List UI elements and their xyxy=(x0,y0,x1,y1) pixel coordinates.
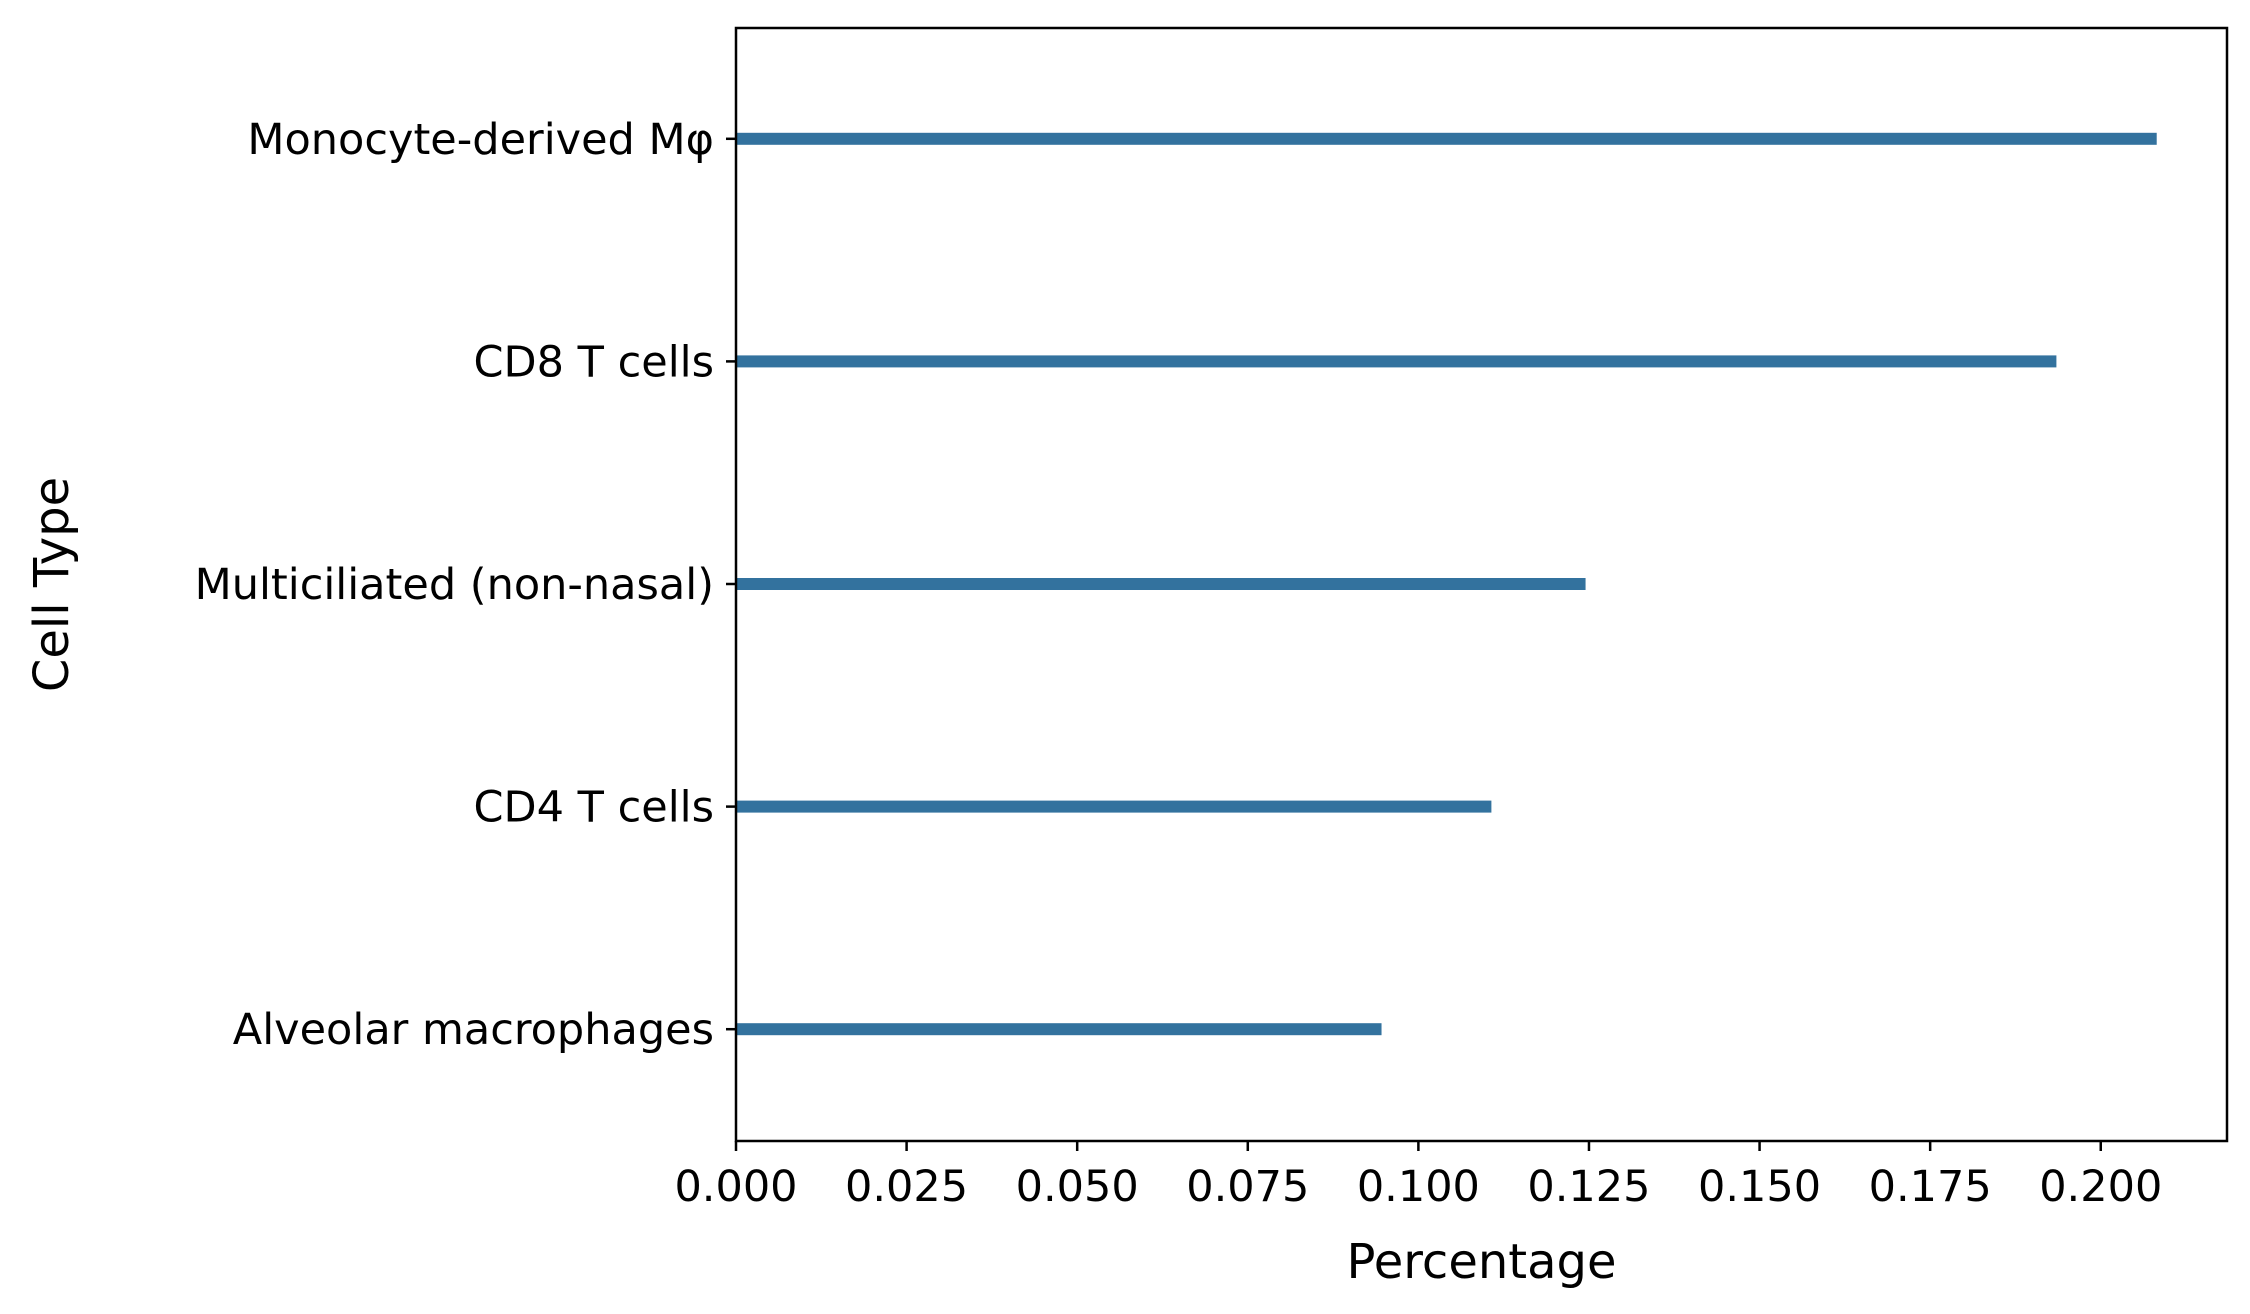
x-axis-ticks: 0.000 0.025 0.050 0.075 0.100 0.125 0.150 0.175… xyxy=(674,1141,2162,1212)
y-tick-label: CD8 T cells xyxy=(474,337,715,387)
bar xyxy=(736,355,2057,368)
x-tick-label: 0.025 xyxy=(845,1162,968,1212)
bars-group xyxy=(736,132,2157,1036)
x-axis-title: Percentage xyxy=(1346,1234,1616,1290)
plot-frame xyxy=(734,26,2229,1143)
x-tick-label: 0.200 xyxy=(2039,1162,2162,1212)
y-tick-label: Multiciliated (non-nasal) xyxy=(195,560,714,610)
y-tick-label: CD4 T cells xyxy=(474,783,715,833)
bar xyxy=(736,578,1586,590)
bar xyxy=(736,132,2157,145)
y-axis-title: Cell Type xyxy=(24,477,80,692)
y-axis-ticks: Monocyte-derived Mφ CD8 T cells Multicilia… xyxy=(195,115,736,1055)
y-tick-label: Monocyte-derived Mφ xyxy=(247,115,714,165)
x-tick-label: 0.150 xyxy=(1698,1162,1821,1212)
x-tick-label: 0.000 xyxy=(674,1162,797,1212)
x-tick-label: 0.075 xyxy=(1186,1162,1309,1212)
x-tick-label: 0.100 xyxy=(1357,1162,1480,1212)
bar xyxy=(736,1023,1382,1036)
y-tick-label: Alveolar macrophages xyxy=(233,1005,714,1055)
x-tick-label: 0.125 xyxy=(1527,1162,1650,1212)
x-tick-label: 0.175 xyxy=(1869,1162,1992,1212)
bar xyxy=(736,800,1492,813)
x-tick-label: 0.050 xyxy=(1016,1162,1139,1212)
